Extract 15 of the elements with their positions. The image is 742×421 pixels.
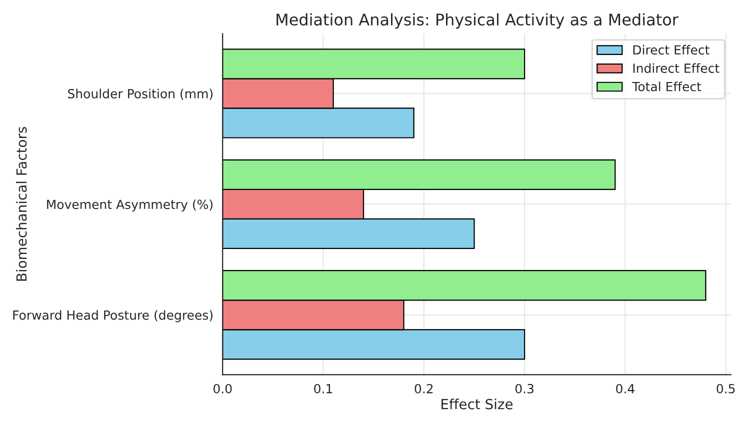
- x-tick-label: 0.2: [414, 384, 433, 394]
- legend-label: Total Effect: [632, 82, 702, 92]
- chart-title: Mediation Analysis: Physical Activity as a Mediator: [276, 13, 678, 29]
- x-tick-label: 0.0: [213, 384, 232, 394]
- x-tick-label: 0.5: [716, 384, 735, 394]
- y-tick-label: Forward Head Posture (degrees): [13, 310, 212, 322]
- x-axis-title: Effect Size: [442, 398, 513, 410]
- legend-label: Indirect Effect: [633, 63, 720, 73]
- x-tick-label: 0.3: [515, 384, 534, 394]
- legend-label: Direct Effect: [633, 44, 710, 55]
- x-tick-label: 0.4: [616, 384, 634, 394]
- y-axis-title: Biomechanical Factors: [16, 126, 27, 281]
- x-tick-label: 0.1: [314, 384, 332, 394]
- y-tick-label: Shoulder Position (mm): [68, 88, 212, 100]
- y-tick-label: Movement Asymmetry (%): [47, 199, 212, 212]
